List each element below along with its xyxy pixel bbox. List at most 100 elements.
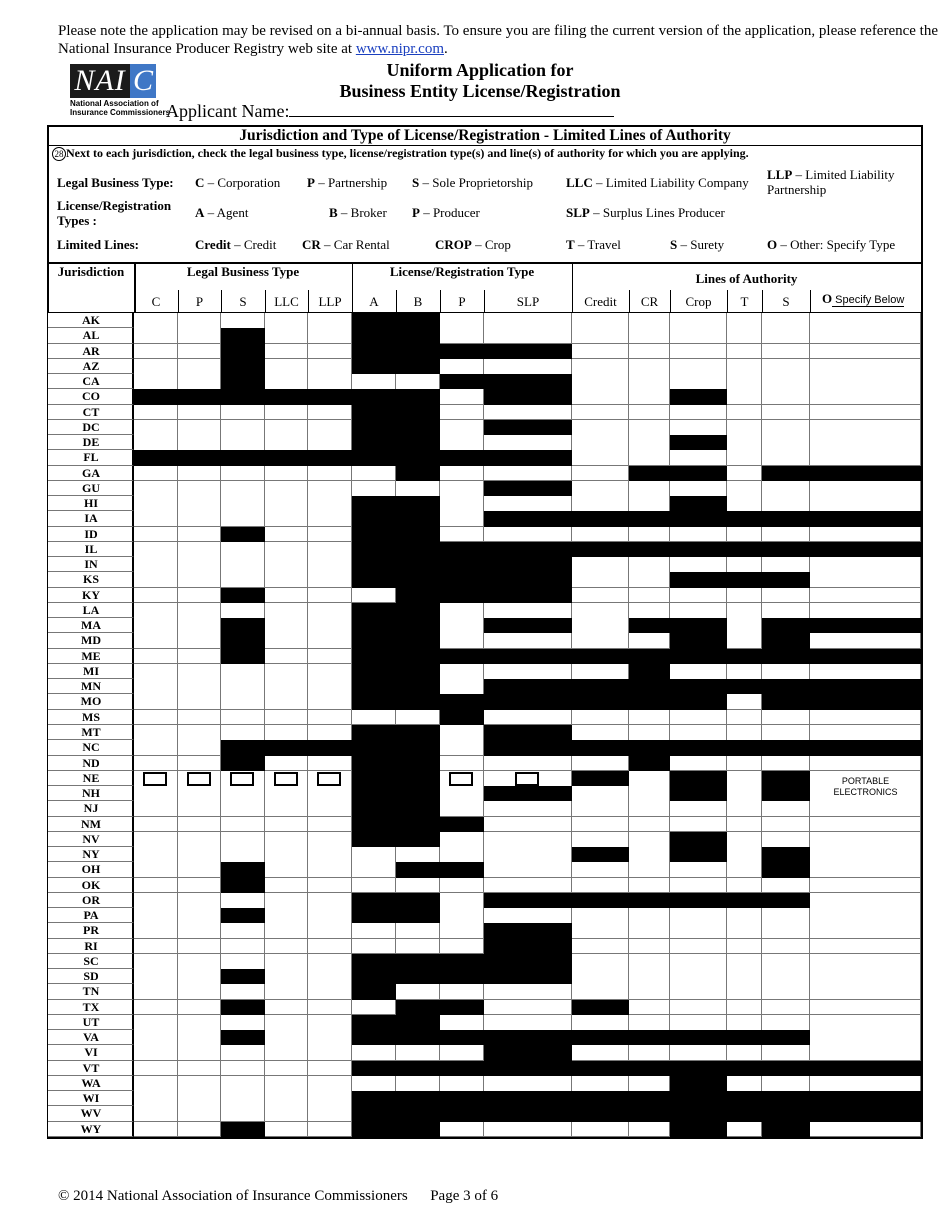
checkbox-cell-slp[interactable] [484, 709, 572, 726]
checkbox-cell-slp[interactable] [484, 358, 572, 375]
checkbox-cell-s[interactable] [221, 1014, 265, 1031]
checkbox-cell-llp[interactable] [308, 343, 352, 360]
checkbox-cell-p[interactable] [178, 572, 221, 589]
checkbox-cell-s[interactable] [762, 801, 810, 818]
checkbox-cell-llp[interactable] [308, 892, 352, 909]
checkbox-cell-llp[interactable] [308, 465, 352, 482]
checkbox-cell-crop[interactable] [670, 923, 727, 940]
checkbox[interactable] [143, 771, 167, 786]
checkbox-cell-p[interactable] [440, 923, 484, 940]
checkbox-cell-t[interactable] [727, 999, 762, 1016]
checkbox-cell-t[interactable] [727, 755, 762, 772]
checkbox-cell-s[interactable] [221, 1106, 265, 1123]
checkbox-cell-p[interactable] [178, 343, 221, 360]
checkbox-cell-credit[interactable] [572, 572, 629, 589]
checkbox-cell-p[interactable] [440, 404, 484, 421]
checkbox-cell-o[interactable] [810, 847, 921, 863]
checkbox-cell-llc[interactable] [265, 358, 308, 375]
checkbox-cell-t[interactable] [727, 938, 762, 955]
checkbox-cell-llc[interactable] [265, 496, 308, 512]
checkbox-cell-crop[interactable] [670, 663, 727, 680]
checkbox-cell-s[interactable] [762, 374, 810, 390]
checkbox-cell-a[interactable] [352, 587, 396, 604]
checkbox-cell-cr[interactable] [629, 938, 670, 955]
checkbox-cell-a[interactable] [352, 1045, 396, 1062]
checkbox-cell-o[interactable] [810, 725, 921, 741]
checkbox-cell-s[interactable] [762, 877, 810, 894]
checkbox-cell-o[interactable] [810, 1014, 921, 1031]
checkbox-cell-p[interactable] [440, 892, 484, 909]
checkbox-cell-llp[interactable] [308, 511, 352, 528]
checkbox-cell-crop[interactable] [670, 526, 727, 543]
checkbox-cell-crop[interactable] [670, 602, 727, 619]
checkbox-cell-a[interactable] [352, 465, 396, 482]
checkbox-cell-c[interactable] [134, 633, 178, 650]
checkbox-cell-p[interactable] [178, 679, 221, 695]
checkbox-cell-c[interactable] [134, 404, 178, 421]
checkbox-cell-slp[interactable] [484, 663, 572, 680]
checkbox-cell-p[interactable] [178, 419, 221, 436]
checkbox-cell-p[interactable] [178, 1121, 221, 1138]
checkbox-cell-c[interactable] [134, 847, 178, 863]
checkbox-cell-o[interactable] [810, 602, 921, 619]
checkbox-cell-p[interactable] [440, 984, 484, 1001]
checkbox-cell-s[interactable] [762, 1045, 810, 1062]
checkbox-cell-p[interactable] [178, 496, 221, 512]
checkbox-cell-credit[interactable] [572, 938, 629, 955]
checkbox-cell-c[interactable] [134, 496, 178, 512]
checkbox-cell-o[interactable] [810, 862, 921, 879]
checkbox-cell-o[interactable] [810, 313, 921, 329]
checkbox-cell-llc[interactable] [265, 999, 308, 1016]
checkbox-cell-llp[interactable] [308, 1106, 352, 1123]
checkbox-cell-s[interactable] [762, 358, 810, 375]
checkbox-cell-s[interactable] [762, 328, 810, 344]
checkbox-cell-crop[interactable] [670, 419, 727, 436]
checkbox-cell-t[interactable] [727, 984, 762, 1001]
checkbox-cell-llc[interactable] [265, 801, 308, 818]
checkbox-cell-s[interactable] [221, 847, 265, 863]
checkbox-cell-o[interactable] [810, 877, 921, 894]
checkbox-cell-c[interactable] [134, 648, 178, 665]
checkbox-cell-c[interactable] [134, 969, 178, 985]
checkbox-cell-c[interactable] [134, 541, 178, 558]
checkbox-cell-t[interactable] [727, 389, 762, 406]
checkbox-cell-credit[interactable] [572, 786, 629, 802]
checkbox-cell-p[interactable] [178, 801, 221, 818]
checkbox-cell-llp[interactable] [308, 526, 352, 543]
checkbox-cell-c[interactable] [134, 526, 178, 543]
checkbox-cell-t[interactable] [727, 862, 762, 879]
checkbox-cell-crop[interactable] [670, 816, 727, 833]
checkbox-cell-b[interactable] [396, 984, 440, 1001]
checkbox-cell-p[interactable] [178, 969, 221, 985]
checkbox-cell-s[interactable] [221, 984, 265, 1001]
checkbox-cell-p[interactable] [178, 831, 221, 848]
checkbox-cell-o[interactable] [810, 1075, 921, 1092]
checkbox-cell-s[interactable] [762, 725, 810, 741]
checkbox-cell-llc[interactable] [265, 480, 308, 497]
checkbox-cell-llp[interactable] [308, 496, 352, 512]
checkbox-cell-o[interactable] [810, 709, 921, 726]
checkbox-cell-s[interactable] [221, 801, 265, 818]
checkbox-cell-a[interactable] [352, 938, 396, 955]
checkbox-cell-llc[interactable] [265, 679, 308, 695]
checkbox-cell-credit[interactable] [572, 343, 629, 360]
checkbox-cell-p[interactable] [440, 480, 484, 497]
checkbox-cell-s[interactable] [762, 908, 810, 924]
checkbox-cell-o[interactable] [810, 526, 921, 543]
checkbox-cell-o[interactable] [810, 419, 921, 436]
checkbox-cell-t[interactable] [727, 358, 762, 375]
checkbox-cell-crop[interactable] [670, 343, 727, 360]
checkbox-cell-o[interactable] [810, 938, 921, 955]
checkbox-cell-llc[interactable] [265, 969, 308, 985]
checkbox-cell-t[interactable] [727, 953, 762, 970]
checkbox-cell-b[interactable] [396, 923, 440, 940]
checkbox-cell-llc[interactable] [265, 557, 308, 573]
checkbox-cell-credit[interactable] [572, 633, 629, 650]
checkbox-cell-a[interactable] [352, 374, 396, 390]
checkbox-cell-p[interactable] [178, 862, 221, 879]
checkbox-cell-t[interactable] [727, 1075, 762, 1092]
checkbox-cell-p[interactable] [440, 313, 484, 329]
checkbox-cell-s[interactable] [762, 557, 810, 573]
checkbox-cell-p[interactable] [178, 923, 221, 940]
checkbox-cell-s[interactable] [762, 480, 810, 497]
